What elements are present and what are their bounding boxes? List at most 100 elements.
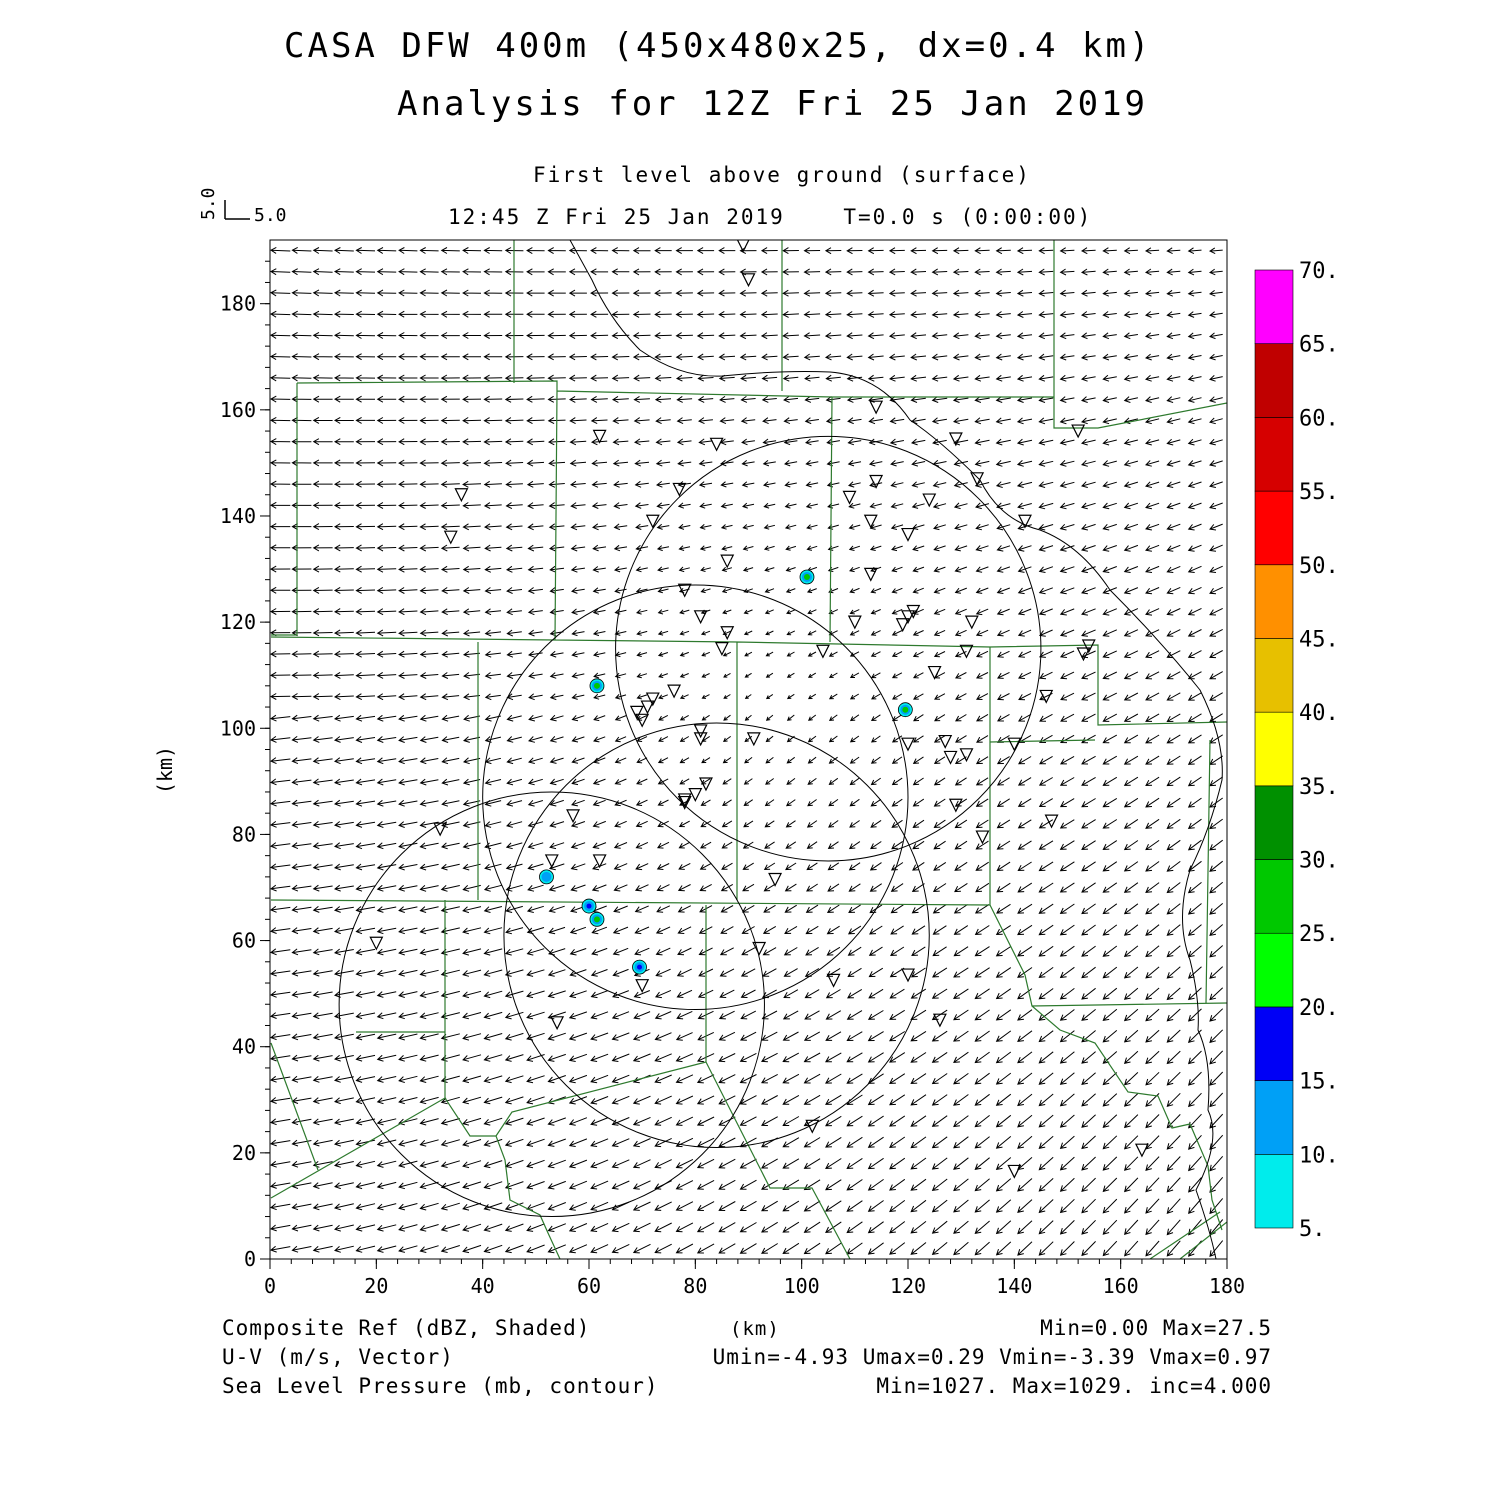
wind-vector: [786, 756, 796, 764]
wind-vector: [867, 353, 884, 361]
wind-vector: [483, 1011, 503, 1020]
wind-vector: [355, 1076, 376, 1083]
wind-vector: [527, 608, 543, 616]
wind-vector: [547, 1053, 566, 1062]
wind-vector: [1059, 1177, 1075, 1192]
wind-vector: [291, 778, 312, 786]
wind-vector: [996, 798, 1010, 807]
wind-vector: [527, 587, 543, 594]
wind-vector: [1123, 1093, 1139, 1107]
wind-vector: [1187, 523, 1202, 531]
wind-vector: [871, 693, 881, 700]
wind-vector: [398, 629, 418, 637]
wind-vector: [847, 438, 862, 446]
wind-vector: [911, 481, 925, 488]
wind-vector: [953, 1094, 969, 1106]
wind-vector: [590, 1032, 609, 1041]
wind-vector: [891, 651, 903, 657]
wind-vector: [975, 798, 989, 807]
wind-vector: [761, 1095, 778, 1105]
wind-vector: [1059, 247, 1075, 255]
wind-vector: [1209, 860, 1224, 872]
wind-vector: [484, 523, 502, 531]
wind-vector: [678, 545, 691, 551]
wind-vector: [398, 991, 418, 998]
wind-vector: [462, 650, 481, 658]
wind-vector: [974, 1220, 990, 1234]
wind-vector: [720, 459, 734, 467]
wind-vector: [1060, 755, 1075, 765]
wind-vector: [1166, 987, 1181, 1001]
wind-vector: [484, 799, 502, 807]
wind-vector: [484, 629, 502, 637]
wind-vector: [547, 310, 566, 318]
wind-vector: [312, 608, 333, 616]
wind-vector: [739, 1222, 757, 1233]
wind-vector: [1059, 945, 1075, 957]
wind-vector: [805, 481, 819, 488]
wind-vector: [952, 374, 969, 382]
wind-vector: [719, 989, 735, 998]
wind-vector: [376, 247, 397, 254]
wind-vector: [526, 990, 545, 999]
wind-vector: [744, 735, 753, 743]
wind-vector: [996, 566, 1011, 573]
wind-vector: [1038, 460, 1054, 467]
y-tick-label: 120: [220, 610, 256, 634]
wind-vector: [376, 438, 397, 446]
wind-vector: [910, 1221, 927, 1234]
wind-vector: [657, 841, 670, 849]
wind-vector: [590, 1117, 609, 1126]
wind-vector: [868, 460, 883, 467]
wind-vector: [765, 651, 774, 657]
wind-vector: [568, 268, 587, 276]
wind-vector: [657, 651, 669, 657]
wind-vector: [1017, 903, 1033, 914]
wind-vector: [270, 778, 291, 786]
wind-vector: [995, 353, 1011, 361]
wind-vector: [355, 565, 376, 573]
wind-vector: [995, 1030, 1012, 1042]
wind-vector: [484, 693, 501, 701]
wind-vector: [743, 609, 753, 615]
wind-vector: [270, 438, 291, 446]
wind-vector: [333, 374, 354, 382]
wind-vector: [805, 460, 819, 467]
wind-vector: [910, 1178, 927, 1191]
wind-vector: [828, 820, 839, 828]
wind-vector: [506, 565, 523, 573]
wind-vector: [636, 630, 648, 636]
wind-vector: [825, 1094, 842, 1105]
wind-vector: [933, 608, 946, 615]
wind-vector: [890, 904, 904, 914]
wind-vector: [976, 693, 989, 700]
wind-vector: [376, 332, 397, 339]
wind-vector: [1209, 353, 1223, 361]
wind-vector: [995, 1072, 1012, 1085]
wind-vector: [1102, 1030, 1118, 1043]
wind-vector: [291, 501, 312, 509]
wind-vector: [419, 332, 439, 339]
wind-vector: [462, 1117, 482, 1126]
wind-vector: [632, 353, 651, 361]
wind-vector: [1209, 544, 1223, 552]
footer-field-1: Composite Ref (dBZ, Shaded): [222, 1316, 591, 1340]
wind-vector: [376, 417, 397, 424]
wind-vector: [825, 1052, 842, 1063]
wind-vector: [847, 460, 862, 467]
wind-vector: [889, 1178, 906, 1191]
wind-vector: [355, 374, 376, 382]
wind-vector: [1209, 671, 1223, 680]
wind-vector: [846, 311, 863, 318]
wind-vector: [932, 883, 947, 893]
wind-vector: [483, 268, 503, 276]
wind-vector: [440, 353, 460, 361]
wind-vector: [632, 1053, 651, 1062]
wind-vector: [440, 480, 460, 488]
wind-vector: [1039, 755, 1053, 765]
wind-vector: [441, 736, 460, 743]
wind-vector: [504, 1054, 524, 1062]
wind-vector: [462, 523, 481, 531]
wind-vector: [398, 502, 418, 509]
wind-vector: [376, 821, 397, 828]
